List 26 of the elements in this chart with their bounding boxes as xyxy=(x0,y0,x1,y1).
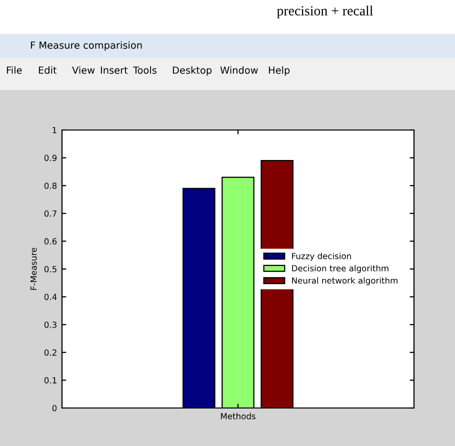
y-tick-label: 0.2 xyxy=(44,349,56,356)
y-tick-label: 0.5 xyxy=(44,266,56,272)
y-tick-label: 0.6 xyxy=(44,238,57,244)
y-tick-label: 0 xyxy=(52,404,57,412)
text: Tools xyxy=(132,66,156,74)
text: precision + recall xyxy=(276,6,373,18)
text: File xyxy=(6,66,22,74)
y-tick-label: 1 xyxy=(52,127,56,134)
text: Edit xyxy=(38,66,57,74)
y-tick-label: 0.8 xyxy=(44,182,57,189)
y-tick-label: 0.9 xyxy=(44,154,57,162)
text: Desktop xyxy=(172,66,212,76)
y-tick-label: 0.4 xyxy=(44,294,57,300)
legend-label: Fuzzy decision xyxy=(292,252,351,261)
y-tick-label: 0.1 xyxy=(44,377,56,384)
legend-label: Decision tree algorithm xyxy=(292,264,388,274)
legend-label: Neural network algorithm xyxy=(292,277,398,286)
y-tick-label: 0.7 xyxy=(44,210,56,217)
text: View xyxy=(72,66,95,74)
text: Help xyxy=(268,66,290,76)
chart-title: F Measure comparision xyxy=(30,41,142,51)
x-tick-label: Methods xyxy=(221,412,256,420)
y-axis-title: F-Measure xyxy=(30,248,37,290)
text: Window xyxy=(220,66,258,74)
text: Insert xyxy=(100,66,128,74)
y-tick-label: 0.3 xyxy=(44,322,56,328)
